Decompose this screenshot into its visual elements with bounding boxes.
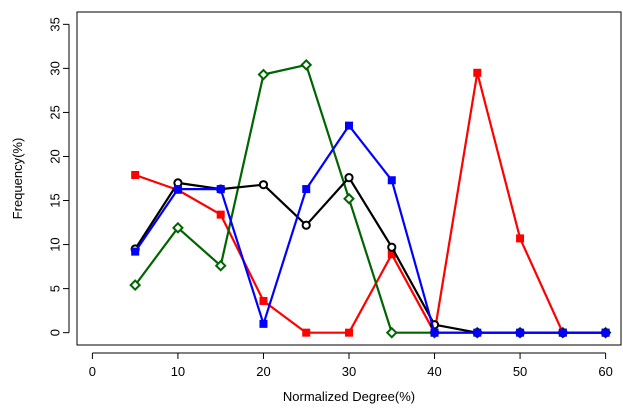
x-tick-label: 30 bbox=[342, 364, 356, 379]
data-point bbox=[257, 68, 270, 81]
series-4 bbox=[131, 121, 610, 337]
x-axis: 0 10 20 30 40 50 60 bbox=[89, 352, 613, 379]
data-point bbox=[516, 328, 525, 337]
series-3 bbox=[130, 173, 611, 338]
x-tick-label: 40 bbox=[427, 364, 441, 379]
y-tick-label: 20 bbox=[48, 149, 63, 163]
y-tick-label: 30 bbox=[48, 61, 63, 75]
data-point bbox=[344, 173, 354, 183]
x-tick-label: 60 bbox=[598, 364, 612, 379]
series-layer bbox=[129, 58, 612, 339]
data-point bbox=[301, 220, 311, 230]
plot-frame bbox=[76, 11, 622, 346]
y-tick-label: 10 bbox=[48, 237, 63, 251]
data-point bbox=[172, 221, 184, 234]
x-tick-label: 50 bbox=[513, 364, 527, 379]
x-tick-label: 0 bbox=[89, 364, 96, 379]
y-tick-label: 0 bbox=[48, 329, 63, 336]
data-point bbox=[259, 296, 268, 305]
data-point bbox=[173, 185, 182, 194]
series-1 bbox=[131, 68, 610, 337]
data-point bbox=[129, 279, 142, 292]
data-point bbox=[214, 259, 227, 272]
data-point bbox=[430, 328, 439, 337]
data-point bbox=[343, 192, 355, 205]
x-axis-label: Normalized Degree(%) bbox=[283, 389, 415, 404]
data-point bbox=[473, 328, 482, 337]
y-tick-label: 15 bbox=[48, 193, 63, 207]
data-point bbox=[216, 185, 225, 194]
y-tick-label: 5 bbox=[48, 285, 63, 292]
series-line bbox=[134, 124, 606, 334]
data-point bbox=[345, 328, 353, 337]
data-point bbox=[473, 68, 482, 77]
data-point bbox=[216, 210, 225, 219]
data-point bbox=[345, 121, 353, 130]
data-point bbox=[601, 328, 610, 337]
x-tick-label: 20 bbox=[256, 364, 270, 379]
data-point bbox=[385, 326, 398, 339]
data-point bbox=[558, 328, 567, 337]
data-point bbox=[300, 58, 313, 71]
y-tick-label: 25 bbox=[48, 105, 63, 119]
data-point bbox=[387, 242, 397, 252]
data-point bbox=[302, 185, 311, 194]
series-line bbox=[134, 176, 606, 334]
data-point bbox=[131, 170, 140, 179]
data-point bbox=[258, 180, 269, 190]
data-point bbox=[302, 328, 311, 337]
y-tick-label: 35 bbox=[48, 17, 63, 31]
data-point bbox=[259, 319, 268, 328]
y-axis-label: Frequency(%) bbox=[10, 138, 25, 220]
data-point bbox=[131, 247, 140, 256]
series-line bbox=[134, 71, 606, 334]
data-point bbox=[387, 250, 396, 259]
data-point bbox=[516, 234, 525, 243]
x-tick-label: 10 bbox=[171, 364, 185, 379]
y-axis: 0 5 10 15 20 25 30 35 bbox=[48, 17, 70, 336]
data-point bbox=[387, 176, 396, 185]
